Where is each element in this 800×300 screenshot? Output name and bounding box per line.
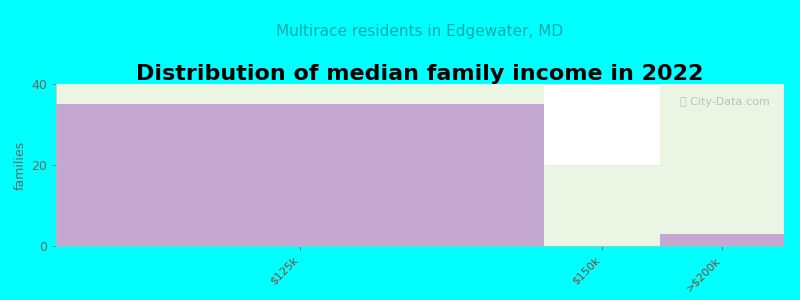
Bar bbox=[56, 104, 544, 246]
Bar bbox=[544, 165, 660, 246]
Title: Distribution of median family income in 2022: Distribution of median family income in … bbox=[136, 64, 704, 84]
Y-axis label: families: families bbox=[14, 140, 27, 190]
Text: Ⓢ City-Data.com: Ⓢ City-Data.com bbox=[680, 97, 770, 107]
Bar bbox=[660, 234, 784, 246]
Text: Multirace residents in Edgewater, MD: Multirace residents in Edgewater, MD bbox=[277, 24, 563, 39]
Bar bbox=[660, 84, 784, 246]
Bar bbox=[56, 84, 544, 246]
